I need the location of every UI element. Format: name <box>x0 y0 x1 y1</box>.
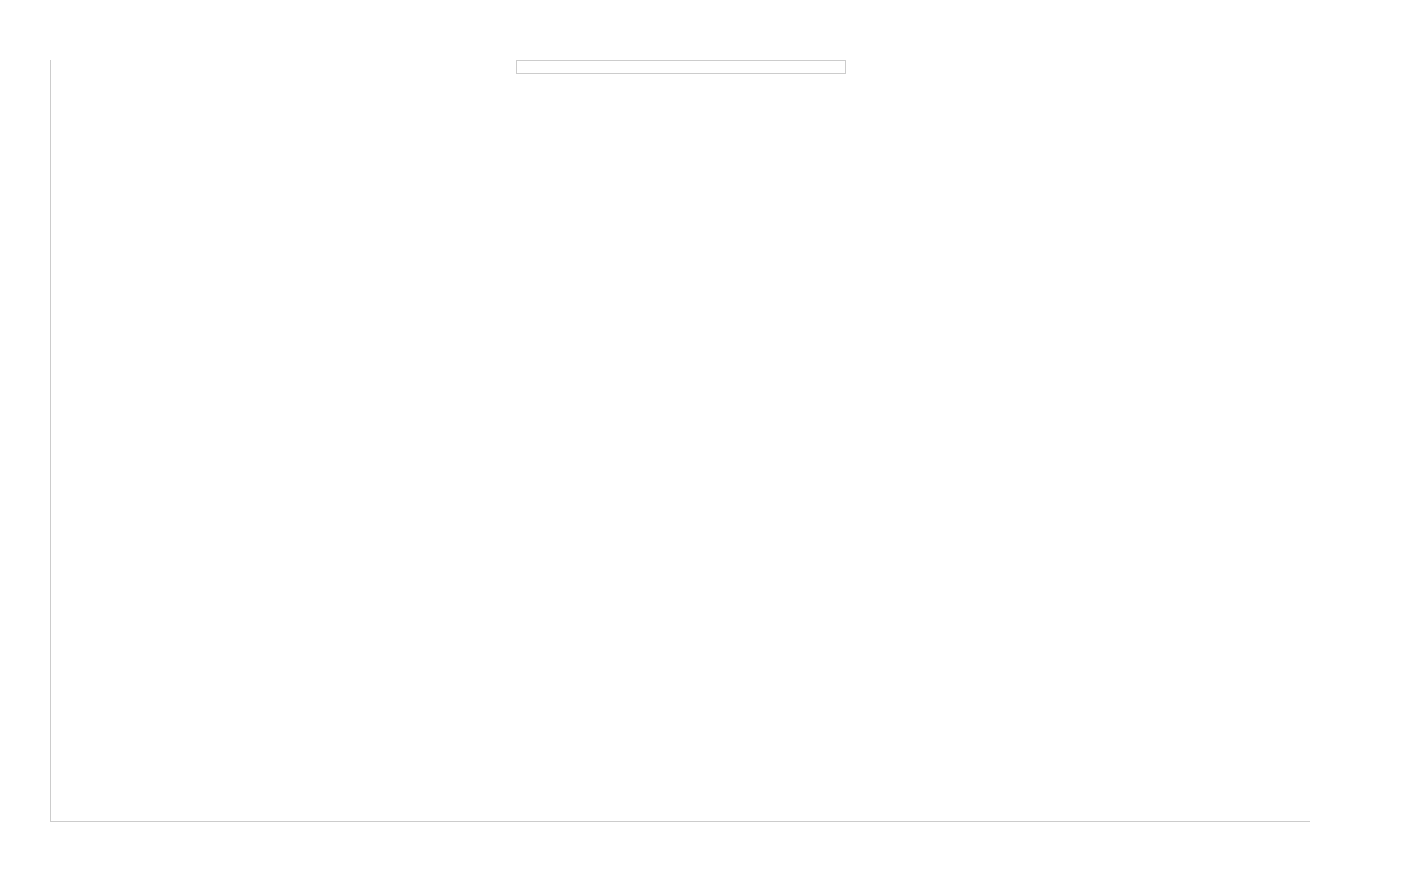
scatter-plot-svg <box>51 60 1310 821</box>
plot-area <box>50 60 1310 822</box>
correlation-stats-box <box>516 60 846 74</box>
